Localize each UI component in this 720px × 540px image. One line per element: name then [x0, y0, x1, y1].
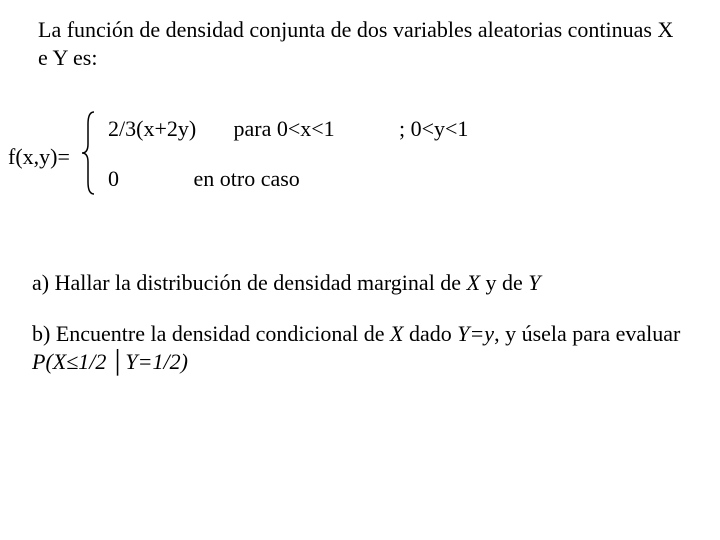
case1-condition-x: para 0<x<1: [234, 116, 394, 142]
case-2: 0 en otro caso: [108, 166, 300, 192]
part-a-text-2: y de: [480, 270, 528, 295]
fn-label: f(x,y)=: [8, 144, 70, 170]
sym-x-2: X: [390, 321, 403, 346]
question-b: b) Encuentre la densidad condicional de …: [32, 320, 692, 375]
case1-condition-y: ; 0<y<1: [399, 116, 468, 142]
question-a: a) Hallar la distribución de densidad ma…: [32, 270, 682, 296]
part-b-text-2: dado: [403, 321, 457, 346]
sym-y: Y: [528, 270, 540, 295]
sym-x: X: [467, 270, 480, 295]
part-a-text-1: a) Hallar la distribución de densidad ma…: [32, 270, 467, 295]
part-b-text-3: , y úsela para evaluar: [494, 321, 680, 346]
intro-text: La función de densidad conjunta de dos v…: [38, 16, 678, 71]
sym-prob: P(X≤1/2 │Y=1/2): [32, 349, 188, 374]
part-b-text-1: b) Encuentre la densidad condicional de: [32, 321, 390, 346]
case2-expression: 0: [108, 166, 188, 192]
sym-y-eq-y: Y=y: [457, 321, 494, 346]
case2-condition: en otro caso: [194, 166, 300, 192]
case-1: 2/3(x+2y) para 0<x<1 ; 0<y<1: [108, 116, 468, 142]
left-brace-icon: [78, 110, 98, 196]
function-definition: f(x,y)= 2/3(x+2y) para 0<x<1 ; 0<y<1 0 e…: [8, 112, 708, 202]
case1-expression: 2/3(x+2y): [108, 116, 228, 142]
